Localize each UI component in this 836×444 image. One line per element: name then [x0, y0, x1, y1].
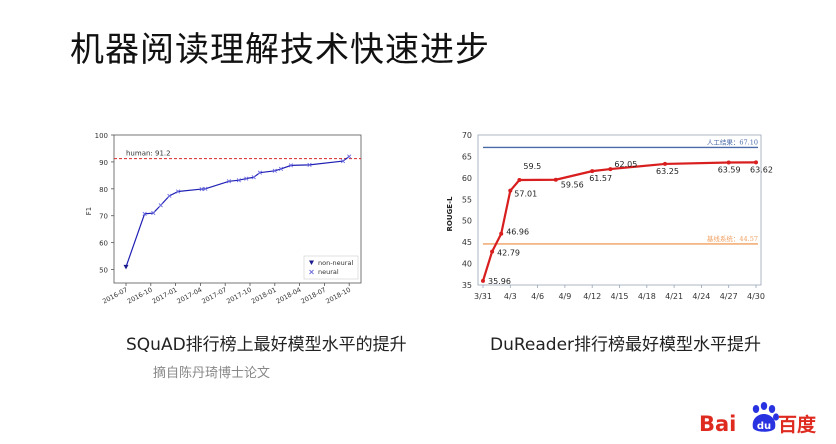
x-tick-label: 4/24	[692, 292, 710, 301]
neural-marker	[307, 162, 312, 167]
data-point-label: 62.05	[614, 160, 637, 169]
x-tick-label: 4/3	[504, 292, 517, 301]
x-tick-label: 2018-04	[275, 286, 303, 306]
neural-marker	[199, 186, 204, 192]
data-point-label: 59.56	[561, 181, 584, 190]
y-tick-label: 55	[462, 195, 472, 204]
neural-marker	[167, 193, 172, 198]
x-tick-label: 2017-04	[176, 286, 204, 306]
x-tick-label: 4/30	[747, 292, 765, 301]
data-point-marker	[553, 177, 558, 182]
y-tick-label: 50	[462, 217, 472, 226]
y-tick-label: 50	[99, 267, 108, 275]
data-point-marker	[481, 278, 485, 283]
baidu-logo: du Bai 百度	[697, 400, 827, 438]
x-tick-label: 2017-01	[151, 286, 179, 306]
plot-frame	[477, 134, 762, 286]
data-point-marker	[726, 160, 731, 165]
x-tick-label: 4/21	[665, 292, 683, 301]
data-point-label: 63.62	[750, 165, 773, 174]
data-point-marker	[517, 178, 522, 182]
neural-marker	[203, 186, 208, 191]
logo-du: du	[757, 421, 771, 432]
data-point-marker	[590, 169, 595, 174]
x-tick-label: 4/27	[720, 292, 738, 301]
neural-marker	[158, 203, 163, 208]
legend-non-neural-label: non-neural	[318, 259, 353, 267]
data-point-label: 63.25	[656, 167, 679, 176]
y-tick-label: 70	[99, 213, 108, 221]
x-tick-label: 4/9	[558, 292, 571, 301]
y-tick-label: 65	[462, 152, 472, 161]
data-point-marker	[490, 249, 495, 254]
data-point-marker	[499, 231, 504, 236]
y-axis-label: ROUGE-L	[446, 196, 454, 231]
x-tick-label: 2018-07	[300, 286, 328, 306]
data-point-label: 61.57	[589, 174, 612, 183]
y-tick-label: 40	[462, 260, 472, 269]
data-point-label: 46.96	[506, 228, 529, 237]
y-tick-label: 60	[99, 240, 108, 248]
logo-baidu-cn: 百度	[778, 413, 817, 436]
neural-marker	[272, 168, 277, 173]
x-tick-label: 2016-10	[126, 286, 154, 306]
squad-caption: SQuAD排行榜上最好模型水平的提升	[126, 335, 407, 355]
data-point-label: 57.01	[514, 190, 537, 199]
neural-marker	[244, 176, 249, 181]
y-tick-label: 35	[462, 281, 472, 290]
x-tick-label: 4/6	[531, 292, 544, 301]
y-tick-label: 70	[462, 131, 472, 140]
legend-non-neural-icon	[309, 260, 314, 265]
data-point-label: 35.96	[488, 277, 511, 286]
neural-marker	[151, 210, 156, 216]
neural-marker	[347, 154, 352, 159]
legend-neural-icon	[309, 269, 314, 275]
squad-source-note: 摘自陈丹琦博士论文	[153, 366, 271, 381]
data-point-marker	[508, 188, 513, 193]
data-point-label: 59.5	[523, 162, 541, 171]
dureader-rouge-chart: 35 40 45 50 55 60 65 70 ROUGE-L 3/31 4/3 4/6 4/9 4/12…	[446, 131, 773, 301]
neural-marker	[226, 179, 232, 184]
y-tick-label: 90	[99, 159, 108, 167]
y-tick-label: 45	[462, 238, 472, 247]
neural-marker	[278, 166, 284, 172]
slide-title: 机器阅读理解技术快速进步	[70, 30, 490, 70]
data-point-marker	[608, 167, 613, 172]
y-tick-label: 80	[99, 186, 108, 194]
neural-marker	[288, 163, 294, 168]
y-tick-label: 60	[462, 174, 472, 183]
legend-neural-label: neural	[318, 268, 339, 276]
x-tick-label: 4/15	[611, 292, 629, 301]
human-result-line-label: 人工结果：67.10	[707, 137, 758, 146]
y-tick-label: 100	[95, 132, 108, 140]
neural-marker	[257, 170, 263, 175]
y-axis-label: F1	[85, 207, 93, 215]
x-tick-label: 4/18	[638, 292, 656, 301]
neural-marker	[340, 158, 346, 164]
neural-marker	[175, 189, 181, 194]
baseline-system-line-label: 基线系统：44.57	[707, 234, 758, 243]
x-tick-label: 3/31	[474, 292, 492, 301]
data-point-marker	[754, 160, 758, 165]
x-tick-label: 2017-07	[200, 286, 228, 306]
non-neural-marker	[123, 264, 129, 270]
human-reference-label: human: 91.2	[126, 150, 171, 158]
neural-marker	[251, 175, 256, 180]
data-point-marker	[663, 161, 667, 166]
data-point-label: 42.79	[497, 249, 520, 258]
x-tick-label: 2017-10	[225, 286, 253, 306]
neural-marker	[142, 211, 147, 216]
squad-f1-chart: 5060708090100F12016-072016-102017-012017…	[85, 132, 362, 306]
x-tick-label: 2018-10	[324, 286, 352, 306]
logo-bai: Bai	[699, 412, 736, 436]
paw-icon	[752, 402, 779, 432]
data-point-label: 63.59	[718, 165, 741, 174]
x-tick-label: 2016-07	[101, 286, 129, 306]
neural-marker	[236, 178, 241, 183]
dureader-caption: DuReader排行榜最好模型水平提升	[490, 335, 762, 355]
x-tick-label: 2018-01	[250, 286, 278, 306]
x-tick-label: 4/12	[583, 292, 601, 301]
